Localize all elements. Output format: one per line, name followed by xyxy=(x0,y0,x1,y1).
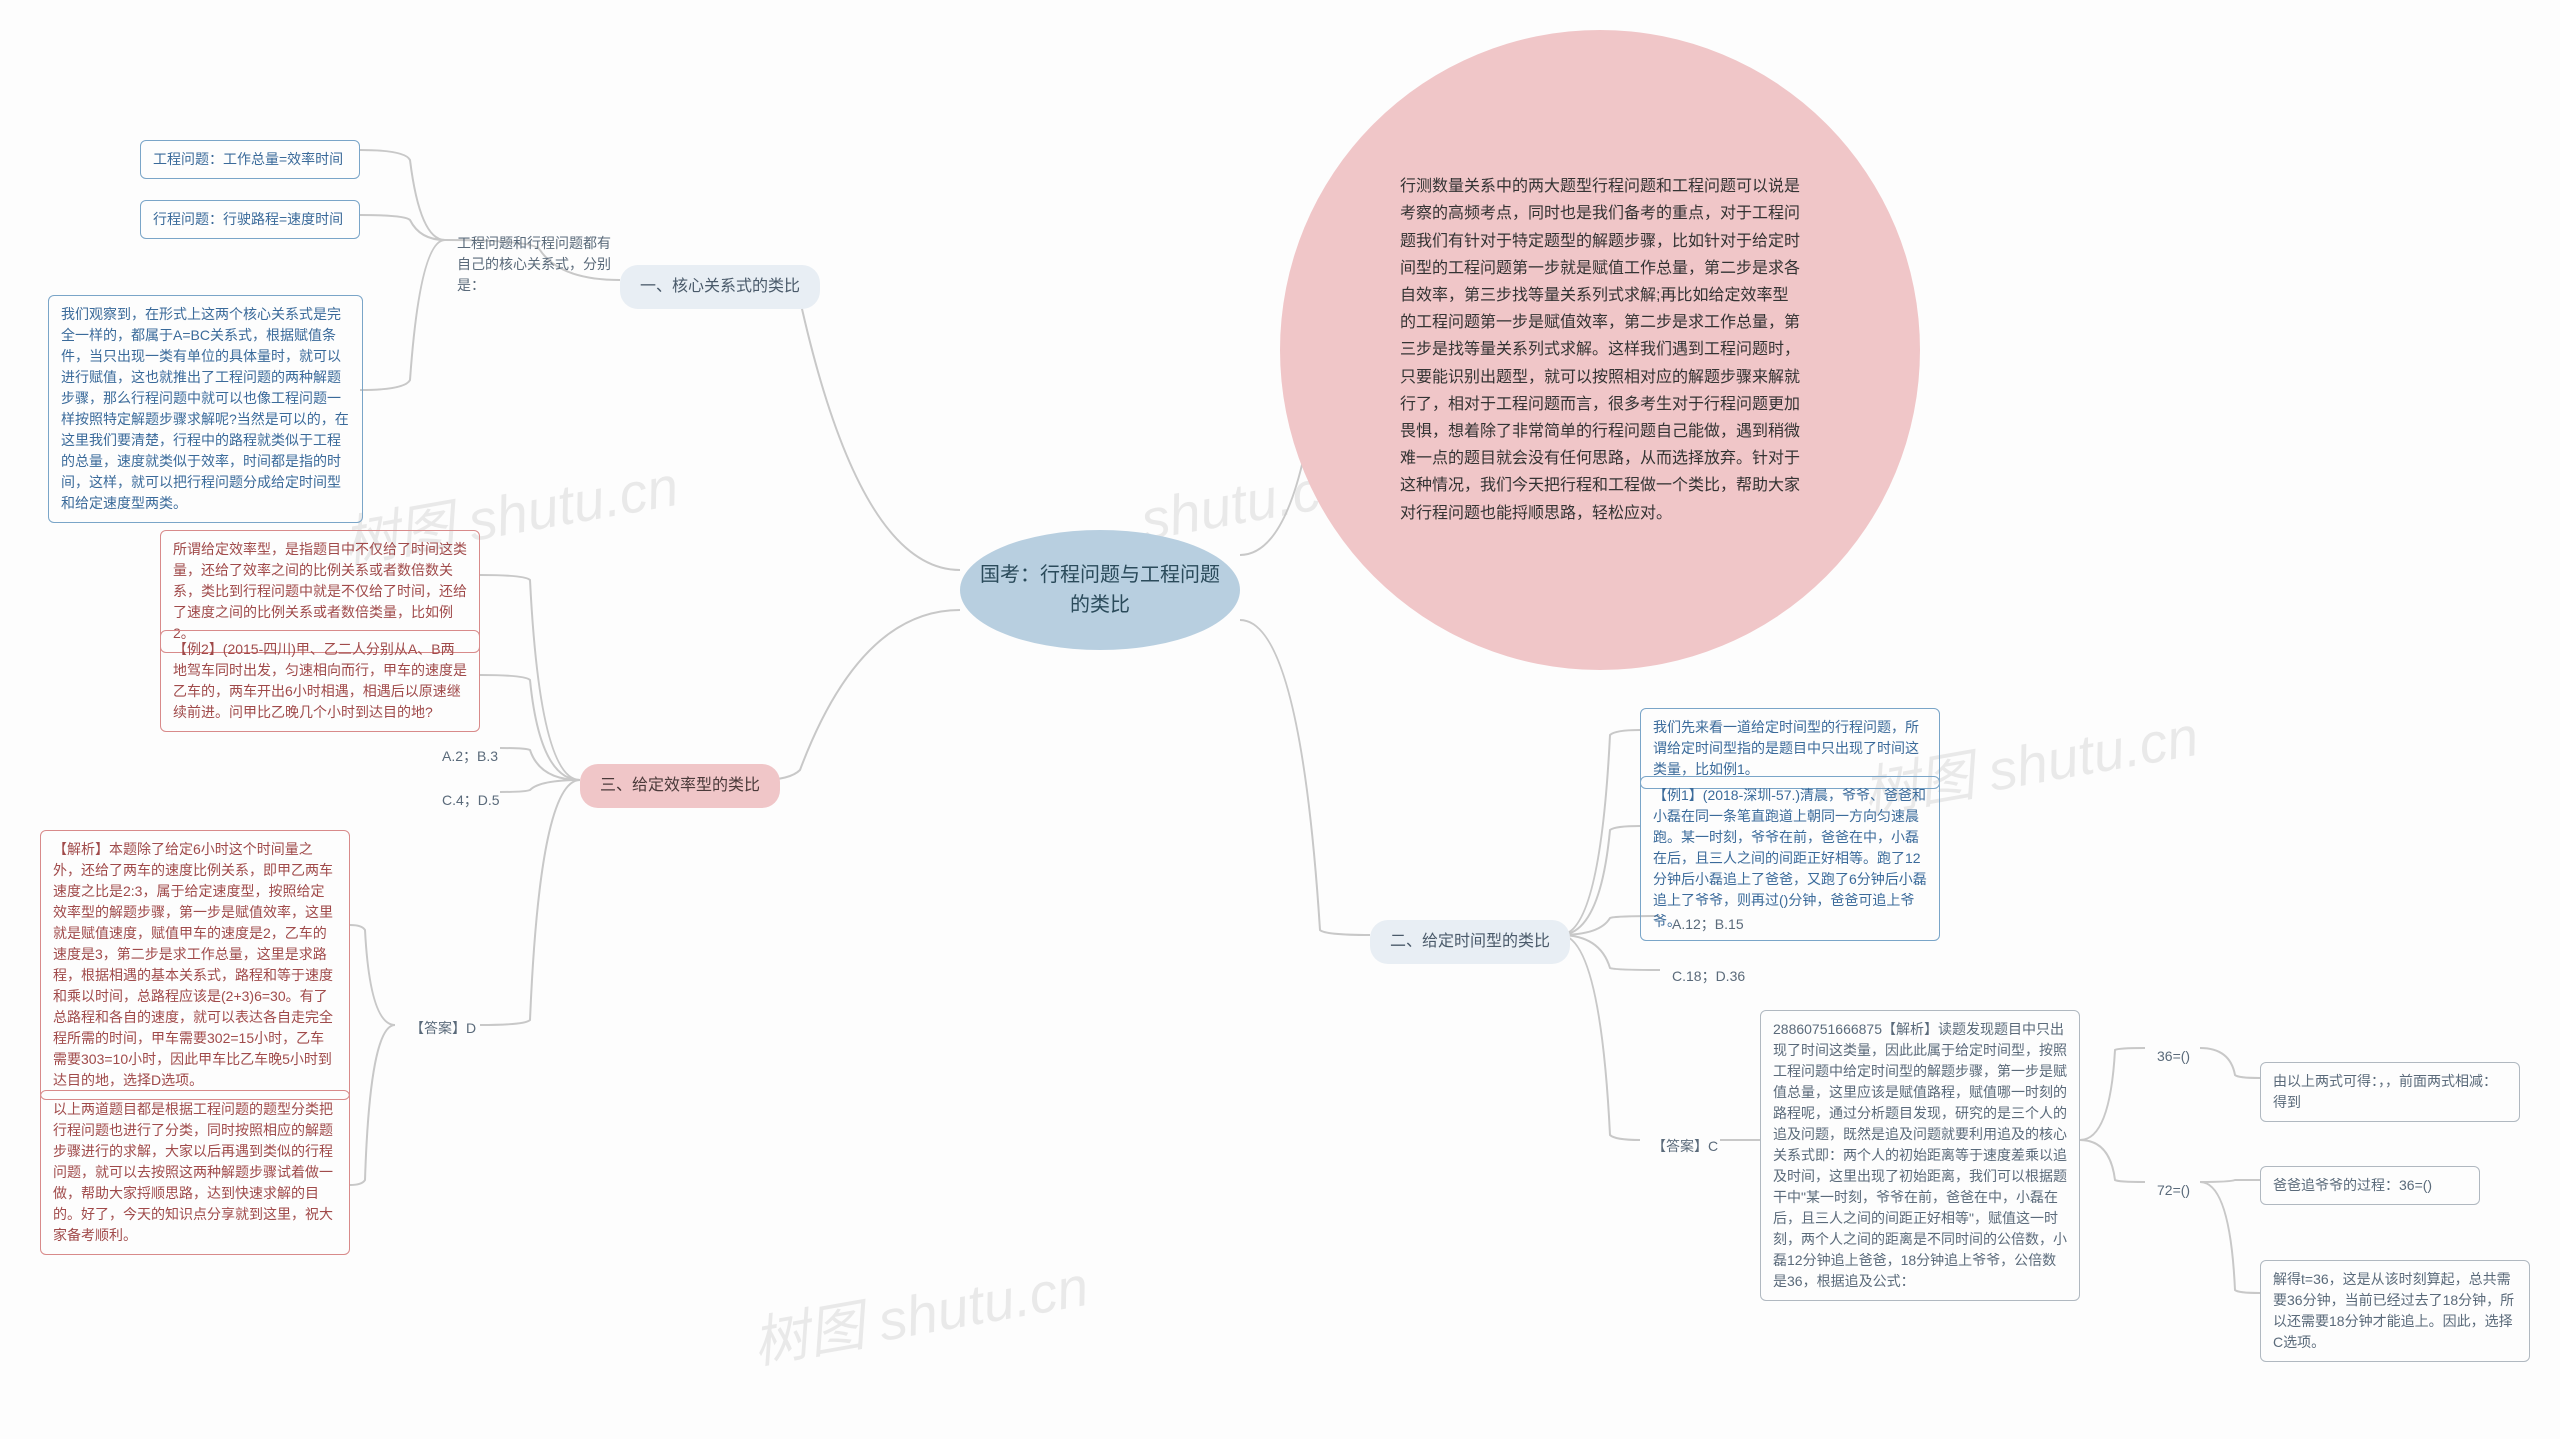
branch2-analysis: 28860751666875【解析】读题发现题目中只出现了时间这类量，因此此属于… xyxy=(1760,1010,2080,1301)
branch3-analysis: 【解析】本题除了给定6小时这个时间量之外，还给了两车的速度比例关系，即甲乙两车速… xyxy=(40,830,350,1100)
branch2-label: 二、给定时间型的类比 xyxy=(1370,920,1570,964)
branch1-sub: 工程问题和行程问题都有自己的核心关系式，分别是： xyxy=(445,225,625,304)
intro-text: 行测数量关系中的两大题型行程问题和工程问题可以说是考察的高频考点，同时也是我们备… xyxy=(1400,173,1800,526)
branch2-calc2: 72=() xyxy=(2145,1172,2202,1209)
intro-circle: 行测数量关系中的两大题型行程问题和工程问题可以说是考察的高频考点，同时也是我们备… xyxy=(1280,30,1920,670)
branch2-calc1: 36=() xyxy=(2145,1038,2202,1075)
branch3-opt2: C.4；D.5 xyxy=(430,782,512,819)
branch2-result1: 由以上两式可得：，，前面两式相减：得到 xyxy=(2260,1062,2520,1122)
branch1-leaf1: 工程问题：工作总量=效率时间 xyxy=(140,140,360,179)
center-title: 国考：行程问题与工程问题的类比 xyxy=(960,530,1240,650)
branch3-summary: 以上两道题目都是根据工程问题的题型分类把行程问题也进行了分类，同时按照相应的解题… xyxy=(40,1090,350,1255)
branch1-leaf3: 我们观察到，在形式上这两个核心关系式是完全一样的，都属于A=BC关系式，根据赋值… xyxy=(48,295,363,523)
branch1-leaf2: 行程问题：行驶路程=速度时间 xyxy=(140,200,360,239)
branch2-result3: 解得t=36，这是从该时刻算起，总共需要36分钟，当前已经过去了18分钟，所以还… xyxy=(2260,1260,2530,1362)
branch3-leaf2: 【例2】(2015-四川)甲、乙二人分别从A、B两地驾车同时出发，匀速相向而行，… xyxy=(160,630,480,732)
branch2-opt2: C.18；D.36 xyxy=(1660,958,1757,995)
branch2-result2: 爸爸追爷爷的过程：36=() xyxy=(2260,1166,2480,1205)
branch3-answer: 【答案】D xyxy=(398,1010,488,1047)
branch3-label: 三、给定效率型的类比 xyxy=(580,764,780,808)
branch2-answer: 【答案】C xyxy=(1640,1128,1730,1165)
branch1-label: 一、核心关系式的类比 xyxy=(620,265,820,309)
branch3-opt1: A.2；B.3 xyxy=(430,738,510,775)
branch2-opt1: A.12；B.15 xyxy=(1660,906,1756,943)
watermark: 树图 shutu.cn xyxy=(746,1241,1094,1380)
